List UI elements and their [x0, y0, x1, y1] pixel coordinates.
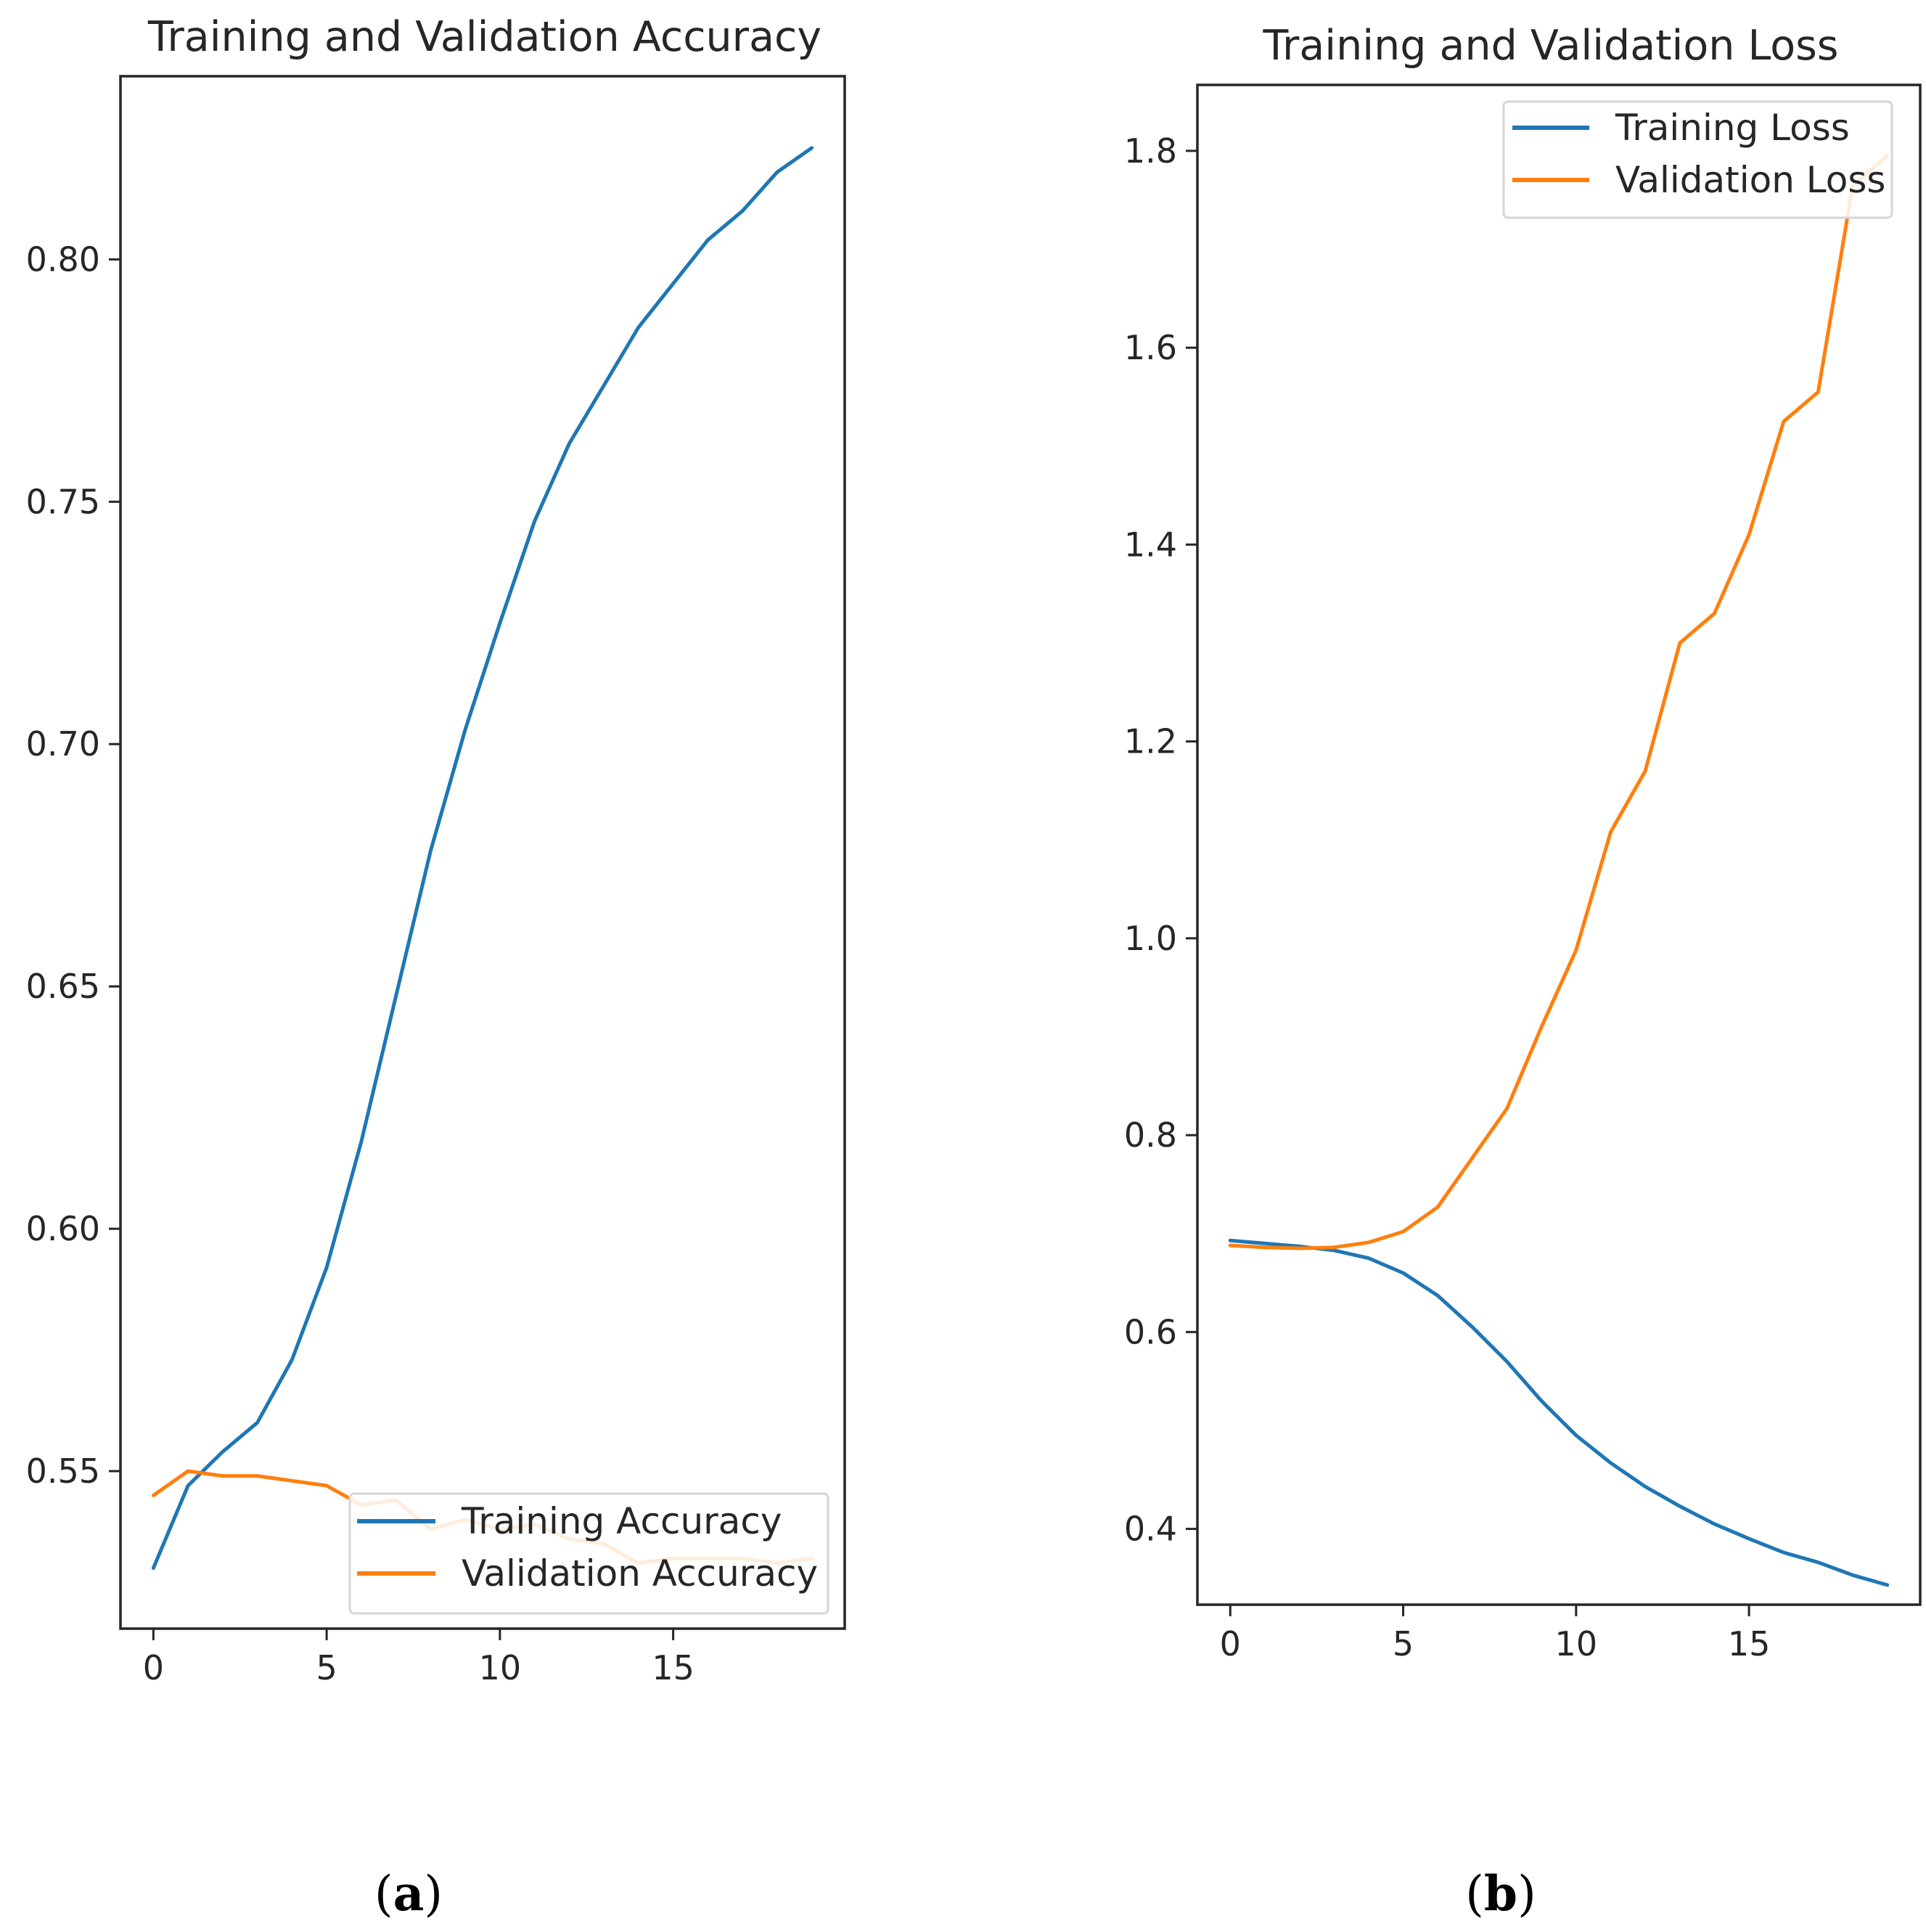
- tick-layer: 0.4 0.6 0.8 1.0 1.2 1.4 1.6 1.8 0 5 10 15: [1124, 131, 1771, 1663]
- x-tick-label: 10: [479, 1648, 522, 1687]
- y-tick-label: 0.70: [26, 724, 100, 764]
- chart-title: Training and Validation Accuracy: [147, 13, 821, 61]
- chart-title: Training and Validation Loss: [1263, 22, 1839, 70]
- series-layer: [1228, 154, 1890, 1587]
- y-tick-label: 0.75: [26, 482, 100, 521]
- legend-label-validation: Validation Accuracy: [462, 1552, 818, 1595]
- axes-frame: [1196, 83, 1922, 1606]
- x-tick-label: 5: [316, 1648, 337, 1687]
- legend: Training Loss Validation Loss: [1502, 100, 1893, 219]
- y-tick-label: 0.55: [26, 1452, 100, 1491]
- accuracy-chart: Training and Validation Accuracy 0.55 0.6…: [26, 13, 846, 1922]
- y-tick-label: 1.0: [1124, 919, 1177, 958]
- tick-layer: 0.55 0.60 0.65 0.70 0.75 0.80 0 5 10 15: [26, 240, 694, 1687]
- y-tick-label: 1.8: [1124, 131, 1177, 171]
- axes-frame: [119, 75, 846, 1630]
- series-line-training: [1228, 1238, 1890, 1587]
- panel-caption: (b): [1465, 1865, 1536, 1922]
- legend-label-validation: Validation Loss: [1615, 159, 1885, 201]
- legend-label-training: Training Accuracy: [461, 1500, 782, 1542]
- series-line-validation: [1228, 154, 1890, 1251]
- y-tick-label: 0.6: [1124, 1312, 1177, 1351]
- y-tick-label: 1.4: [1124, 525, 1177, 564]
- y-tick-label: 0.8: [1124, 1116, 1177, 1155]
- series-layer: [151, 146, 814, 1570]
- series-line-training: [151, 146, 814, 1570]
- x-tick-label: 10: [1555, 1624, 1598, 1663]
- legend: Training Accuracy Validation Accuracy: [348, 1492, 829, 1615]
- x-tick-label: 0: [143, 1648, 164, 1687]
- panel-caption: (a): [374, 1865, 443, 1922]
- y-tick-label: 0.65: [26, 967, 100, 1006]
- x-tick-label: 5: [1393, 1624, 1414, 1663]
- x-tick-label: 15: [652, 1648, 694, 1687]
- x-tick-label: 15: [1728, 1624, 1771, 1663]
- y-tick-label: 1.2: [1124, 722, 1177, 761]
- y-tick-label: 0.4: [1124, 1510, 1177, 1549]
- y-tick-label: 0.60: [26, 1209, 100, 1248]
- loss-chart: Training and Validation Loss 0.4 0.6 0.8 1.…: [1124, 22, 1922, 1922]
- y-tick-label: 0.80: [26, 240, 100, 279]
- x-tick-label: 0: [1220, 1624, 1241, 1663]
- y-tick-label: 1.6: [1124, 328, 1177, 367]
- legend-box: [348, 1492, 829, 1615]
- legend-label-training: Training Loss: [1615, 107, 1850, 149]
- legend-box: [1502, 100, 1893, 219]
